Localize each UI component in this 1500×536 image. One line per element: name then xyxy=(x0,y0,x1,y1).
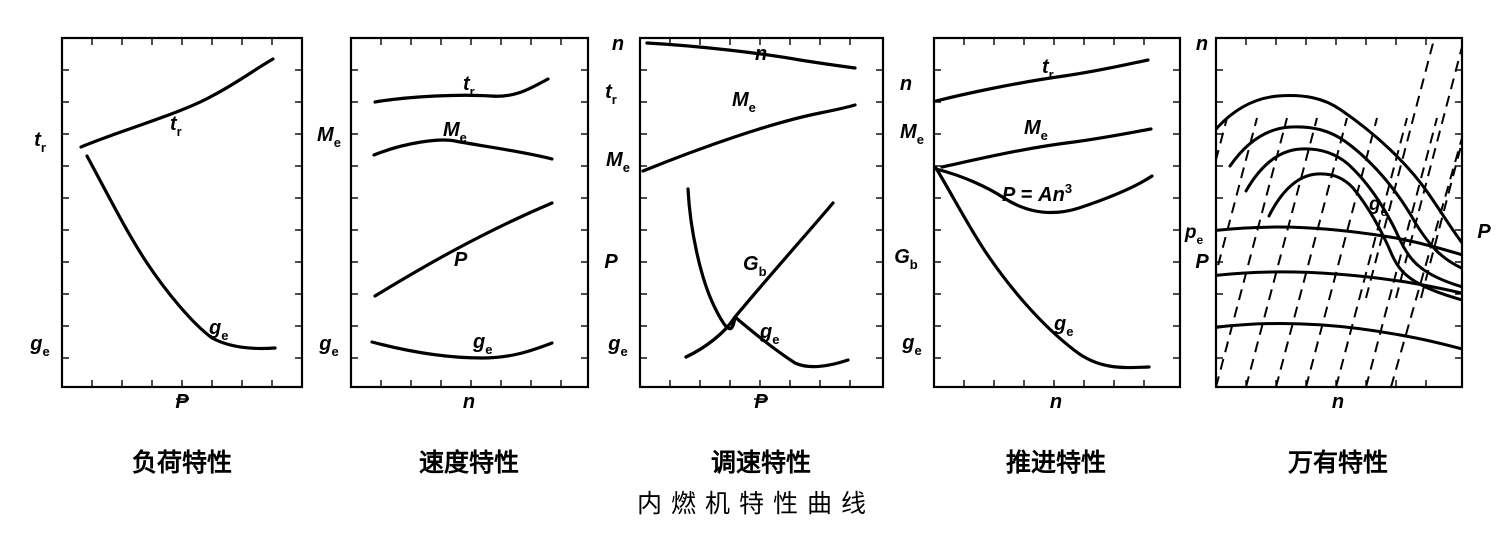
svg-text:推进特性: 推进特性 xyxy=(1006,449,1106,477)
svg-text:P: P xyxy=(454,249,468,271)
svg-text:P: P xyxy=(754,391,768,413)
svg-text:万有特性: 万有特性 xyxy=(1288,449,1388,477)
svg-text:P: P xyxy=(175,391,189,413)
svg-text:n: n xyxy=(755,43,767,65)
svg-text:P: P xyxy=(1195,251,1209,273)
svg-text:n: n xyxy=(1332,391,1344,413)
svg-text:P = An3: P = An3 xyxy=(1002,181,1072,206)
svg-text:n: n xyxy=(612,33,624,55)
svg-text:n: n xyxy=(1050,391,1062,413)
svg-text:P: P xyxy=(604,251,618,273)
svg-text:调速特性: 调速特性 xyxy=(711,449,811,477)
svg-text:P: P xyxy=(1477,221,1491,243)
svg-text:n: n xyxy=(900,73,912,95)
svg-text:负荷特性: 负荷特性 xyxy=(132,449,232,477)
svg-text:n: n xyxy=(1196,33,1208,55)
svg-text:n: n xyxy=(463,391,475,413)
svg-text:内燃机特性曲线: 内燃机特性曲线 xyxy=(637,490,875,518)
svg-text:速度特性: 速度特性 xyxy=(419,448,519,477)
